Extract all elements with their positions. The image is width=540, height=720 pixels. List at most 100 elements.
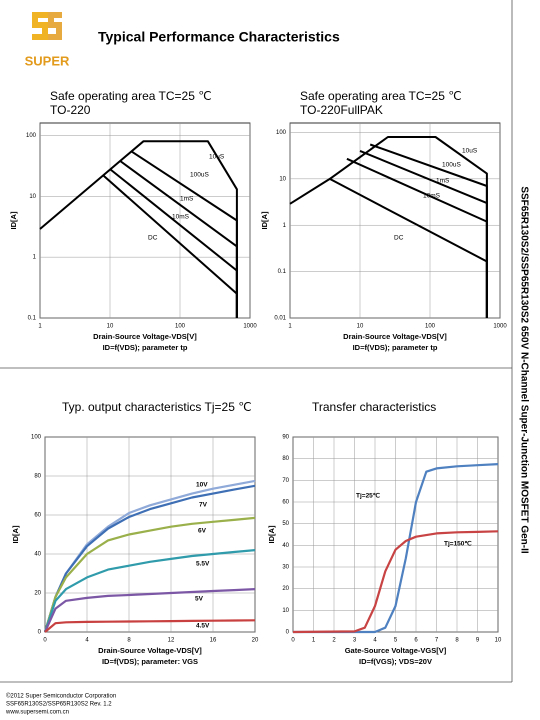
series-label: 5V — [195, 596, 204, 603]
footer-line: SSF65R130S2/SSP65R130S2 Rev. 1.2 — [6, 702, 112, 708]
x-axis-label: Drain-Source Voltage-VDS[V] — [98, 646, 202, 655]
y-tick-label: 90 — [282, 435, 289, 441]
y-tick-label: 0.01 — [274, 316, 286, 322]
y-axis-label: ID[A] — [260, 211, 269, 229]
x-tick-label: 9 — [476, 638, 480, 644]
x-tick-label: 4 — [373, 638, 377, 644]
y-tick-label: 10 — [279, 176, 286, 182]
y-tick-label: 10 — [29, 194, 36, 200]
footer-line: ©2012 Super Semiconductor Corporation — [6, 693, 116, 700]
logo-text: SUPER — [25, 53, 70, 68]
x-tick-label: 7 — [435, 638, 439, 644]
x-tick-label: 100 — [175, 324, 186, 330]
x-tick-label: 6 — [414, 638, 418, 644]
series-label: 10uS — [209, 154, 225, 161]
series-label: 1mS — [180, 196, 194, 203]
x-tick-label: 2 — [332, 638, 336, 644]
x-axis-label: ID=f(VGS); VDS=20V — [359, 657, 432, 666]
series-label: 5.5V — [196, 561, 210, 568]
y-axis-label: ID[A] — [267, 525, 276, 543]
y-tick-label: 0.1 — [278, 269, 287, 275]
y-tick-label: 10 — [282, 608, 289, 614]
x-tick-label: 8 — [455, 638, 459, 644]
series-label: 10uS — [462, 148, 478, 155]
series-label: 1mS — [436, 178, 450, 185]
y-axis-label: ID[A] — [9, 211, 18, 229]
x-tick-label: 8 — [127, 638, 131, 644]
series-label: Tj=150℃ — [444, 540, 472, 548]
y-tick-label: 80 — [282, 456, 289, 462]
series-line — [43, 516, 256, 633]
y-axis-label: ID[A] — [11, 525, 20, 543]
series-label: 6V — [198, 528, 207, 535]
x-tick-label: 1 — [38, 324, 42, 330]
series-label: DC — [394, 235, 404, 242]
x-axis-label: Drain-Source Voltage-VDS[V] — [343, 332, 447, 341]
series-label: 100uS — [442, 162, 461, 169]
x-tick-label: 1 — [312, 638, 316, 644]
x-tick-label: 4 — [85, 638, 89, 644]
series-label: 10mS — [423, 193, 441, 200]
x-axis-label: ID=f(VDS); parameter tp — [103, 343, 188, 352]
y-tick-label: 40 — [282, 543, 289, 549]
x-tick-label: 1000 — [243, 324, 257, 330]
series-label: 10V — [196, 482, 208, 489]
y-tick-label: 60 — [282, 500, 289, 506]
x-tick-label: 1000 — [493, 324, 507, 330]
series-line — [43, 588, 256, 633]
chart-title: Safe operating area TC=25 ℃ — [50, 89, 212, 103]
chart-title: Transfer characteristics — [312, 400, 436, 414]
x-tick-label: 5 — [394, 638, 398, 644]
x-tick-label: 10 — [107, 324, 114, 330]
series-label: 10mS — [172, 214, 190, 221]
x-tick-label: 12 — [168, 638, 175, 644]
footer-line: www.supersemi.com.cn — [5, 710, 69, 716]
series-line — [44, 619, 256, 633]
y-tick-label: 0 — [38, 630, 42, 636]
x-axis-label: Drain-Source Voltage-VDS[V] — [93, 332, 197, 341]
series-label: Tj=25℃ — [356, 492, 381, 500]
y-tick-label: 80 — [34, 474, 41, 480]
x-axis-label: ID=f(VDS); parameter: VGS — [102, 657, 198, 666]
series-line — [43, 549, 256, 633]
chart-title: Safe operating area TC=25 ℃ — [300, 89, 462, 103]
series-label: 100uS — [190, 172, 209, 179]
x-tick-label: 16 — [210, 638, 217, 644]
y-tick-label: 100 — [31, 435, 42, 441]
y-tick-label: 0.1 — [28, 316, 37, 322]
y-tick-label: 100 — [276, 130, 287, 136]
y-tick-label: 30 — [282, 565, 289, 571]
logo — [32, 12, 62, 40]
chart-title: Typ. output characteristics Tj=25 ℃ — [62, 400, 252, 414]
plot-area — [44, 436, 256, 633]
series-label: 4.5V — [196, 623, 210, 630]
y-tick-label: 50 — [282, 521, 289, 527]
x-tick-label: 3 — [353, 638, 357, 644]
series-label: DC — [148, 235, 158, 242]
y-tick-label: 70 — [282, 478, 289, 484]
plot-area — [39, 122, 251, 319]
y-tick-label: 40 — [34, 552, 41, 558]
chart-subtitle: TO-220FullPAK — [300, 103, 383, 117]
x-tick-label: 100 — [425, 324, 436, 330]
x-tick-label: 0 — [43, 638, 47, 644]
series-label: 7V — [199, 502, 208, 509]
x-tick-label: 10 — [357, 324, 364, 330]
y-tick-label: 1 — [283, 223, 287, 229]
y-tick-label: 20 — [282, 586, 289, 592]
y-tick-label: 60 — [34, 513, 41, 519]
x-axis-label: ID=f(VDS); parameter tp — [353, 343, 438, 352]
side-title: SSF65R130S2/SSP65R130S2 650V N-Channel S… — [518, 186, 529, 554]
y-tick-label: 20 — [34, 591, 41, 597]
y-tick-label: 100 — [26, 133, 37, 139]
x-tick-label: 0 — [291, 638, 295, 644]
chart-subtitle: TO-220 — [50, 103, 91, 117]
x-tick-label: 1 — [288, 324, 292, 330]
x-tick-label: 20 — [252, 638, 259, 644]
y-tick-label: 1 — [33, 255, 37, 261]
series-line — [293, 463, 499, 634]
y-tick-label: 0 — [286, 630, 290, 636]
series-line — [292, 530, 499, 634]
x-tick-label: 10 — [495, 638, 502, 644]
